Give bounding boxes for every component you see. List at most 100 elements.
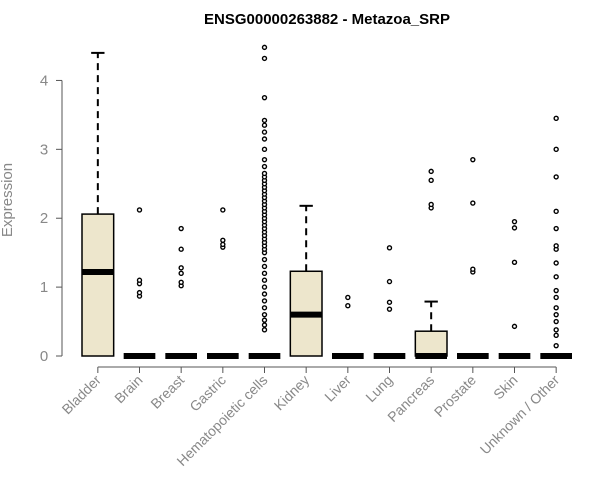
outlier-point [136, 277, 143, 283]
outlier-point [178, 225, 184, 232]
outlier-point [261, 136, 268, 142]
outlier-point [261, 163, 268, 170]
outlier-point [553, 260, 559, 266]
x-tick-label: Liver [321, 372, 354, 405]
outlier-point [553, 311, 559, 318]
box-breast [165, 225, 197, 359]
x-tick-label: Breast [147, 372, 187, 412]
outlier-point [511, 225, 518, 231]
y-tick-label: 0 [40, 348, 48, 365]
x-tick-label: Prostate [431, 372, 479, 420]
outlier-point [553, 332, 559, 339]
outlier-point [178, 246, 184, 252]
box-brain [123, 207, 156, 359]
box-skin [498, 218, 531, 359]
box-liver [332, 294, 364, 359]
box-pancreas [414, 168, 448, 359]
outlier-point [178, 279, 184, 285]
chart-title: ENSG00000263882 - Metazoa_SRP [204, 11, 450, 28]
outlier-point [136, 207, 143, 213]
box-lung [373, 245, 406, 359]
x-tick-label: Kidney [271, 372, 313, 414]
y-axis-label: Expression [0, 163, 16, 237]
y-tick-label: 4 [40, 72, 48, 89]
outlier-point [345, 294, 351, 301]
outlier-point [553, 294, 559, 301]
box-gastric [207, 207, 239, 359]
outlier-point [553, 287, 559, 294]
outlier-point [553, 274, 559, 280]
outlier-point [261, 284, 268, 290]
plot-area [81, 44, 572, 359]
outlier-point [386, 278, 393, 285]
box-prostate [457, 156, 489, 359]
outlier-point [470, 200, 476, 206]
outlier-point [261, 305, 268, 311]
outlier-point [428, 177, 434, 184]
outlier-point [261, 277, 268, 283]
x-tick-label: Brain [111, 372, 145, 406]
outlier-point [261, 122, 268, 128]
box-unknown-other [540, 115, 572, 359]
box-body [414, 330, 448, 357]
outlier-point [470, 266, 476, 272]
outlier-point [261, 263, 268, 270]
box-kidney [289, 204, 323, 357]
outlier-point [511, 259, 518, 266]
outlier-point [470, 156, 476, 163]
outlier-point [428, 201, 434, 208]
outlier-point [553, 342, 559, 349]
outlier-point [220, 241, 226, 248]
x-tick-label: Unknown / Other [477, 372, 563, 458]
y-tick-label: 2 [40, 210, 48, 227]
outlier-point [261, 256, 268, 263]
outlier-point [553, 318, 559, 325]
outlier-point [261, 270, 268, 277]
outlier-point [220, 207, 226, 213]
outlier-point [136, 289, 143, 296]
outlier-point [553, 225, 559, 232]
outlier-point [553, 174, 559, 180]
outlier-point [386, 306, 393, 312]
outlier-point [261, 94, 268, 101]
box-hematopoietic-cells [248, 44, 281, 359]
y-axis: 0 1 2 3 4 [40, 72, 63, 365]
outlier-point [261, 146, 268, 153]
outlier-point [178, 265, 184, 271]
outlier-point [261, 129, 268, 135]
outlier-point [261, 322, 268, 328]
outlier-point [261, 117, 268, 124]
outlier-point [553, 146, 559, 153]
outlier-point [345, 303, 351, 309]
box-body [81, 213, 115, 357]
outlier-point [178, 270, 184, 277]
outlier-point [511, 218, 518, 225]
outlier-point [386, 245, 393, 251]
outlier-point [261, 55, 268, 62]
box-bladder [81, 51, 115, 357]
outlier-point [261, 317, 268, 323]
y-tick-label: 1 [40, 279, 48, 296]
outlier-point [261, 327, 268, 333]
outlier-point [553, 305, 559, 311]
outlier-point [386, 299, 393, 305]
outlier-point [553, 208, 559, 215]
outlier-point [220, 237, 226, 243]
x-tick-label: Skin [490, 372, 521, 403]
outlier-point [261, 44, 268, 51]
x-tick-label: Bladder [59, 372, 105, 418]
outlier-point [511, 323, 518, 330]
outlier-point [261, 156, 268, 163]
outlier-point [553, 327, 559, 333]
outlier-point [261, 170, 268, 177]
outlier-point [553, 243, 559, 249]
outlier-point [553, 115, 559, 122]
outlier-point [261, 311, 268, 318]
outlier-point [261, 298, 268, 304]
outlier-point [261, 291, 268, 297]
outlier-point [428, 168, 434, 175]
x-tick-label: Lung [362, 372, 395, 405]
y-tick-label: 3 [40, 141, 48, 158]
